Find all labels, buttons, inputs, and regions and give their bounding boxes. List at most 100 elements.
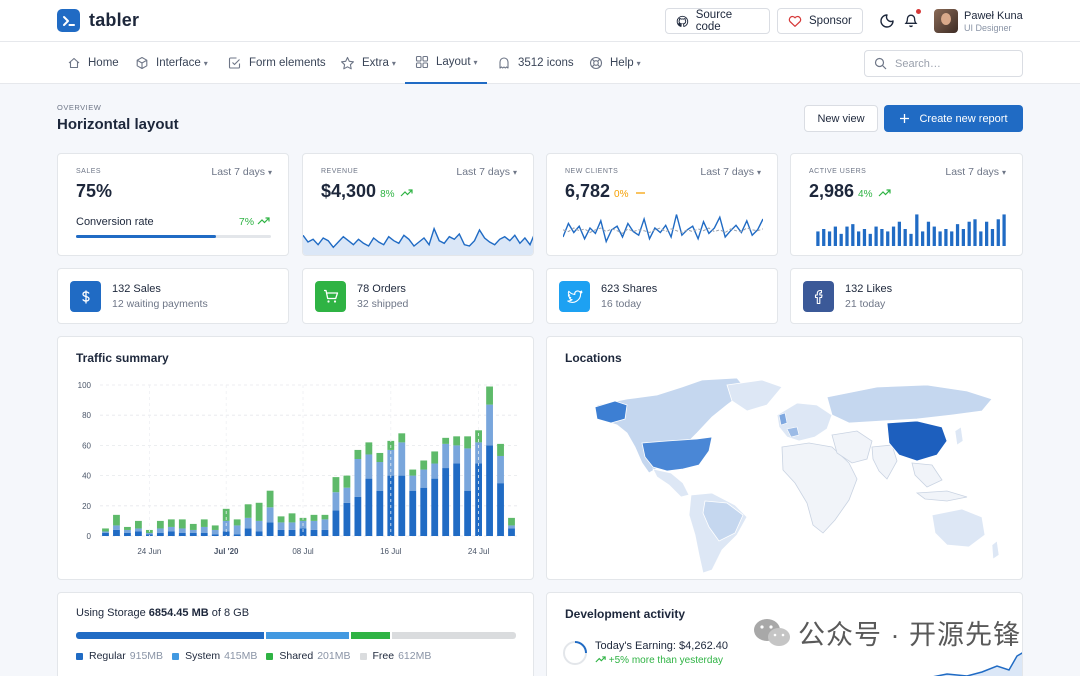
kpi-card-new-clients: NEW CLIENTS Last 7 days ▾ 6,782 0% bbox=[546, 153, 778, 256]
clients-line bbox=[563, 214, 763, 244]
bar-segment bbox=[135, 528, 142, 532]
kpi-change: 7% bbox=[239, 216, 270, 228]
moon-icon[interactable] bbox=[878, 12, 896, 30]
nav-item-layout[interactable]: Layout ▾ bbox=[405, 42, 487, 84]
bar-segment bbox=[145, 532, 153, 535]
trending-up-icon bbox=[400, 189, 413, 197]
kpi-label: REVENUE bbox=[321, 168, 359, 175]
bar-segment bbox=[321, 519, 329, 530]
nav-label-layout: Layout bbox=[436, 56, 471, 68]
nav-item-icons[interactable]: 3512 icons bbox=[497, 42, 574, 84]
bar-segment bbox=[321, 529, 329, 536]
bar-segment bbox=[156, 528, 164, 533]
orders-count: 78 Orders bbox=[357, 283, 406, 295]
twitter-icon bbox=[559, 281, 590, 312]
storage-prefix: Using Storage bbox=[76, 607, 149, 619]
bar-segment bbox=[113, 525, 120, 530]
bar-segment bbox=[211, 529, 219, 535]
brand-logo[interactable]: tabler bbox=[57, 9, 139, 32]
map-region-uk bbox=[778, 412, 788, 426]
page-pretitle: OVERVIEW bbox=[57, 103, 102, 112]
users-bar bbox=[874, 226, 878, 246]
earning-value: $4,262.40 bbox=[679, 640, 728, 652]
legend-value: 201MB bbox=[317, 650, 351, 662]
kpi-value: 75% bbox=[76, 181, 113, 201]
bar-segment bbox=[376, 490, 384, 536]
search-icon bbox=[874, 57, 887, 70]
legend-item-free: Free 612MB bbox=[359, 650, 431, 662]
map-region-china bbox=[886, 420, 948, 462]
bar-segment bbox=[233, 519, 241, 526]
kpi-label: ACTIVE USERS bbox=[809, 168, 867, 175]
bell-icon[interactable] bbox=[902, 12, 920, 30]
period-dropdown[interactable]: Last 7 days ▾ bbox=[456, 166, 517, 178]
map-region-russia bbox=[826, 384, 993, 424]
users-bar bbox=[950, 231, 954, 246]
orders-summary-card: 78 Orders 32 shipped bbox=[302, 268, 534, 324]
nav-item-help[interactable]: Help ▾ bbox=[589, 42, 641, 84]
bar-segment bbox=[189, 529, 197, 533]
likes-detail: 21 today bbox=[845, 298, 886, 310]
traffic-summary-title: Traffic summary bbox=[76, 351, 169, 365]
new-view-button[interactable]: New view bbox=[804, 105, 878, 132]
chevron-down-icon: ▾ bbox=[473, 57, 478, 67]
bar-segment bbox=[453, 445, 461, 464]
period-dropdown[interactable]: Last 7 days ▾ bbox=[945, 166, 1006, 178]
trending-up-icon bbox=[878, 189, 891, 197]
sales-summary-card: 132 Sales 12 waiting payments bbox=[57, 268, 289, 324]
watermark-text: 公众号 · 开源先锋 bbox=[798, 620, 1021, 650]
storage-segment-system bbox=[263, 632, 350, 639]
bar-segment bbox=[233, 534, 241, 536]
shares-detail: 16 today bbox=[601, 298, 642, 310]
trending-up-icon bbox=[257, 217, 270, 225]
facebook-icon bbox=[803, 281, 834, 312]
sponsor-button[interactable]: Sponsor bbox=[777, 8, 863, 34]
kpi-change-value: 0% bbox=[614, 189, 629, 200]
avatar[interactable] bbox=[934, 9, 958, 33]
users-bar bbox=[921, 231, 925, 246]
search-input[interactable] bbox=[895, 57, 1005, 70]
legend-label: System bbox=[185, 650, 221, 662]
users-bar bbox=[938, 231, 942, 246]
bar-segment bbox=[332, 510, 340, 536]
search-box[interactable] bbox=[864, 50, 1023, 77]
earning-progress-ring bbox=[563, 641, 587, 665]
period-dropdown[interactable]: Last 7 days ▾ bbox=[211, 166, 272, 178]
bar-segment bbox=[376, 452, 384, 463]
y-tick-label: 80 bbox=[82, 411, 91, 420]
map-region-alaska bbox=[594, 400, 628, 424]
bar-segment bbox=[409, 469, 417, 476]
nav-item-extra[interactable]: Extra ▾ bbox=[340, 42, 396, 84]
minus-icon bbox=[635, 192, 645, 194]
checkbox-icon bbox=[228, 57, 241, 69]
period-dropdown[interactable]: Last 7 days ▾ bbox=[700, 166, 761, 178]
plus-icon bbox=[900, 114, 910, 123]
x-tick-label: 08 Jul bbox=[292, 547, 314, 556]
bar-segment bbox=[113, 514, 120, 526]
bar-segment bbox=[321, 514, 329, 520]
ghost-icon bbox=[499, 57, 509, 69]
nav-item-interface[interactable]: Interface ▾ bbox=[135, 42, 208, 84]
bar-segment bbox=[486, 404, 493, 446]
bar-segment bbox=[442, 437, 450, 444]
create-report-button[interactable]: Create new report bbox=[884, 105, 1023, 132]
source-code-button[interactable]: Source code bbox=[665, 8, 770, 34]
x-tick-label: 24 Jul bbox=[468, 547, 490, 556]
bar-segment bbox=[277, 522, 285, 530]
bar-segment bbox=[167, 519, 175, 527]
nav-item-home[interactable]: Home bbox=[67, 42, 119, 84]
kpi-label: SALES bbox=[76, 168, 102, 175]
nav-item-form-elements[interactable]: Form elements bbox=[228, 42, 326, 84]
bar-segment bbox=[244, 504, 252, 518]
bar-segment bbox=[167, 531, 175, 536]
bar-segment bbox=[288, 513, 296, 523]
legend-label: Free bbox=[372, 650, 395, 662]
storage-legend: Regular 915MB System 415MB Shared 201MB Fre… bbox=[76, 650, 440, 662]
bar-segment bbox=[266, 522, 274, 536]
bar-segment bbox=[266, 490, 274, 508]
bar-segment bbox=[244, 517, 252, 529]
users-bar bbox=[915, 214, 919, 246]
users-bar bbox=[955, 224, 960, 246]
earning-change-text: +5% more than yesterday bbox=[608, 655, 724, 666]
users-bar bbox=[967, 221, 971, 246]
